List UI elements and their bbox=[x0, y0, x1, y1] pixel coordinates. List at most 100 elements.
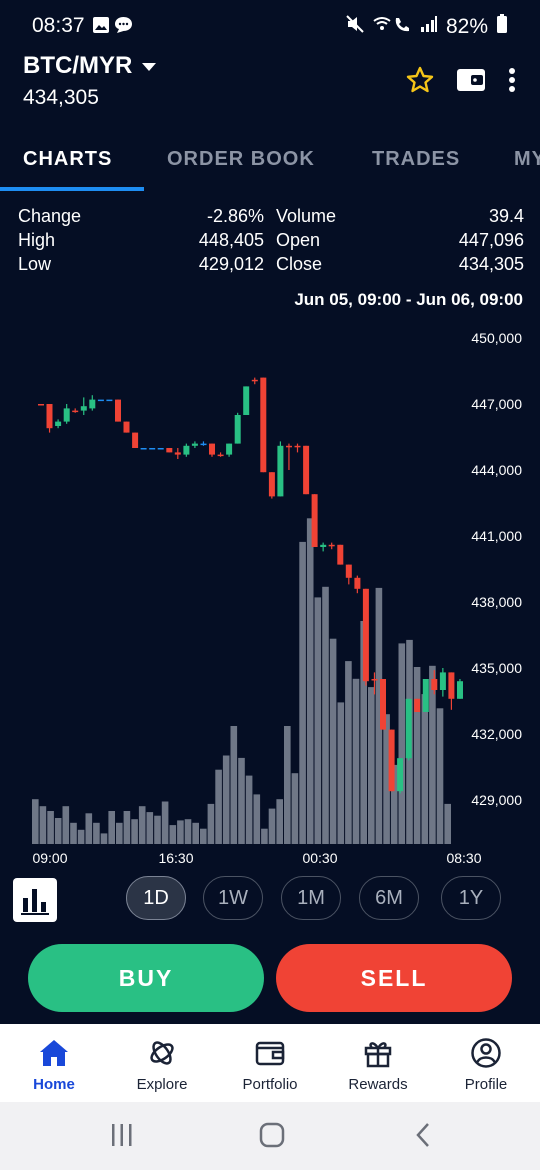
volume-bar bbox=[375, 587, 383, 844]
pair-selector[interactable]: BTC/MYR bbox=[23, 52, 157, 80]
candle-body bbox=[209, 443, 215, 455]
candle-body bbox=[157, 448, 164, 450]
candle-body bbox=[337, 544, 344, 565]
candle-body bbox=[362, 588, 369, 682]
volume-bar bbox=[47, 811, 54, 844]
candle-body bbox=[286, 445, 292, 448]
candle-body bbox=[277, 445, 284, 497]
tab-charts[interactable]: CHARTS bbox=[23, 148, 113, 170]
home-icon bbox=[38, 1036, 70, 1070]
pair-name: BTC/MYR bbox=[23, 52, 133, 79]
chart-type-button[interactable] bbox=[13, 878, 57, 922]
period-1m[interactable]: 1M bbox=[281, 876, 341, 920]
message-icon bbox=[114, 16, 133, 39]
gift-icon bbox=[363, 1036, 393, 1070]
volume-bar bbox=[62, 806, 70, 844]
period-1d[interactable]: 1D bbox=[126, 876, 186, 920]
volume-bar bbox=[100, 833, 108, 844]
y-tick-label: 429,000 bbox=[471, 792, 522, 808]
volume-bar bbox=[161, 801, 169, 844]
candle-body bbox=[72, 410, 79, 413]
volume-bar bbox=[245, 775, 253, 844]
volume-bar bbox=[413, 667, 421, 844]
candle-body bbox=[89, 399, 96, 409]
wallet-icon[interactable] bbox=[456, 67, 486, 98]
candle-body bbox=[115, 399, 121, 422]
change-value: -2.86% bbox=[206, 205, 264, 226]
recent-apps-icon[interactable] bbox=[110, 1122, 134, 1153]
volume-bar bbox=[329, 638, 337, 844]
volume-bar bbox=[291, 773, 299, 844]
period-1w[interactable]: 1W bbox=[203, 876, 263, 920]
tab-trades[interactable]: TRADES bbox=[372, 148, 461, 170]
volume-bar bbox=[54, 818, 62, 844]
volume-bar bbox=[184, 819, 192, 844]
candle-body bbox=[294, 445, 301, 448]
nav-profile[interactable]: Profile bbox=[432, 1024, 540, 1102]
period-1y[interactable]: 1Y bbox=[441, 876, 501, 920]
candle-body bbox=[380, 679, 386, 730]
nav-portfolio[interactable]: Portfolio bbox=[216, 1024, 324, 1102]
nav-label-portfolio: Portfolio bbox=[242, 1076, 298, 1093]
candle-body bbox=[106, 399, 113, 402]
tab-order-book[interactable]: ORDER BOOK bbox=[167, 148, 315, 170]
buy-button[interactable]: BUY bbox=[28, 944, 264, 1012]
home-system-icon[interactable] bbox=[259, 1122, 285, 1153]
candle-body bbox=[431, 679, 438, 690]
bottom-nav: Home Explore Portfolio Rewards Profile bbox=[0, 1024, 540, 1102]
volume-bar bbox=[238, 757, 245, 844]
volume-bar bbox=[32, 799, 39, 844]
candle-body bbox=[405, 698, 412, 759]
volume-bar bbox=[306, 518, 314, 844]
more-vertical-icon[interactable] bbox=[508, 67, 516, 98]
nav-explore[interactable]: Explore bbox=[108, 1024, 216, 1102]
high-value: 448,405 bbox=[198, 229, 264, 250]
volume-bar bbox=[123, 811, 131, 844]
x-tick-label: 16:30 bbox=[158, 850, 193, 866]
header: BTC/MYR 434,305 bbox=[0, 52, 540, 122]
volume-bar bbox=[138, 806, 146, 844]
volume-bar bbox=[360, 621, 367, 844]
candle-body bbox=[439, 672, 446, 690]
volume-bar bbox=[368, 687, 375, 844]
x-tick-label: 00:30 bbox=[302, 850, 337, 866]
x-tick-label: 09:00 bbox=[32, 850, 67, 866]
volume-bar bbox=[93, 822, 100, 844]
candle-body bbox=[397, 758, 404, 792]
candle-body bbox=[217, 454, 224, 457]
close-value: 434,305 bbox=[458, 253, 524, 274]
volume-bar bbox=[215, 769, 222, 844]
volume-bar bbox=[421, 694, 429, 844]
volume-bar bbox=[154, 815, 161, 844]
nav-rewards[interactable]: Rewards bbox=[324, 1024, 432, 1102]
nav-home[interactable]: Home bbox=[0, 1024, 108, 1102]
tab-my[interactable]: MY bbox=[514, 148, 540, 170]
volume-bar bbox=[253, 794, 261, 844]
volume-bar bbox=[77, 829, 85, 844]
volume-bar bbox=[268, 808, 276, 844]
candle-body bbox=[422, 679, 429, 712]
star-icon[interactable] bbox=[406, 66, 434, 99]
period-6m[interactable]: 6M bbox=[359, 876, 419, 920]
volume-label: Volume bbox=[276, 205, 337, 226]
price-chart[interactable]: 450,000 447,000 444,000 441,000 438,000 435,0… bbox=[0, 320, 540, 870]
volume-bar bbox=[383, 714, 390, 844]
system-nav-bar bbox=[0, 1102, 540, 1170]
candle-body bbox=[260, 377, 267, 473]
back-icon[interactable] bbox=[414, 1122, 432, 1153]
volume-bar bbox=[85, 813, 93, 844]
sell-button[interactable]: SELL bbox=[276, 944, 512, 1012]
volume-bar bbox=[230, 726, 238, 844]
candle-body bbox=[320, 544, 327, 547]
volume-bar bbox=[314, 597, 322, 844]
high-label: High bbox=[18, 229, 56, 250]
candle-body bbox=[174, 452, 181, 455]
wifi-call-icon bbox=[372, 15, 412, 39]
candle-body bbox=[226, 443, 233, 455]
candle-body bbox=[243, 386, 250, 415]
nav-label-explore: Explore bbox=[136, 1076, 188, 1093]
volume-bar bbox=[192, 822, 199, 844]
last-price: 434,305 bbox=[23, 86, 99, 109]
candle-body bbox=[140, 448, 147, 450]
volume-bar bbox=[322, 586, 329, 844]
